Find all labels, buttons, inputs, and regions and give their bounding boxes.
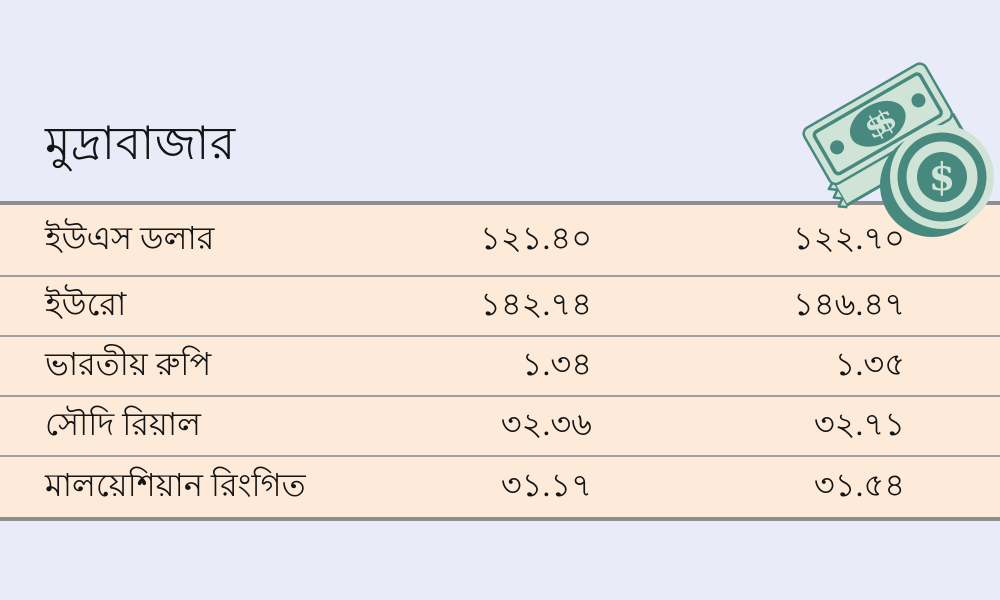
currency-name-cell: সৌদি রিয়াল [45, 406, 201, 442]
rate-cell-1: ১.৩৪ [521, 346, 592, 382]
exchange-rates-table: ইউএস ডলার ১২১.৪০ ১২২.৭০ ইউরো ১৪২.৭৪ ১৪৬.… [0, 201, 1000, 521]
currency-name-cell: ভারতীয় রুপি [45, 346, 212, 382]
currency-name-cell: মালয়েশিয়ান রিংগিত [45, 467, 306, 503]
rate-cell-2: ১.৩৫ [834, 346, 905, 382]
currency-name-cell: ইউরো [45, 286, 127, 322]
page-title: মুদ্রাবাজার [45, 118, 236, 169]
table-row: ইউরো ১৪২.৭৪ ১৪৬.৪৭ [0, 275, 1000, 335]
table-row: ইউএস ডলার ১২১.৪০ ১২২.৭০ [0, 205, 1000, 275]
note-stack-zigzag-edge [827, 181, 848, 209]
table-row: সৌদি রিয়াল ৩২.৩৬ ৩২.৭১ [0, 395, 1000, 455]
table-row: ভারতীয় রুপি ১.৩৪ ১.৩৫ [0, 335, 1000, 395]
rate-cell-2: ১২২.৭০ [793, 220, 905, 256]
rate-cell-2: ৩২.৭১ [813, 406, 905, 442]
rate-cell-1: ১৪২.৭৪ [480, 286, 592, 322]
rate-cell-2: ১৪৬.৪৭ [793, 286, 905, 322]
rate-cell-1: ১২১.৪০ [480, 220, 592, 256]
rate-cell-1: ৩২.৩৬ [500, 406, 592, 442]
coin-dollar-sign: $ [929, 154, 955, 199]
table-row: মালয়েশিয়ান রিংগিত ৩১.১৭ ৩১.৫৪ [0, 455, 1000, 517]
rate-cell-1: ৩১.১৭ [500, 467, 592, 503]
currency-name-cell: ইউএস ডলার [45, 220, 215, 256]
rate-cell-2: ৩১.৫৪ [813, 467, 905, 503]
dollar-coin-icon: $ [880, 125, 994, 237]
money-cash-icon: $$ $ [802, 62, 994, 237]
